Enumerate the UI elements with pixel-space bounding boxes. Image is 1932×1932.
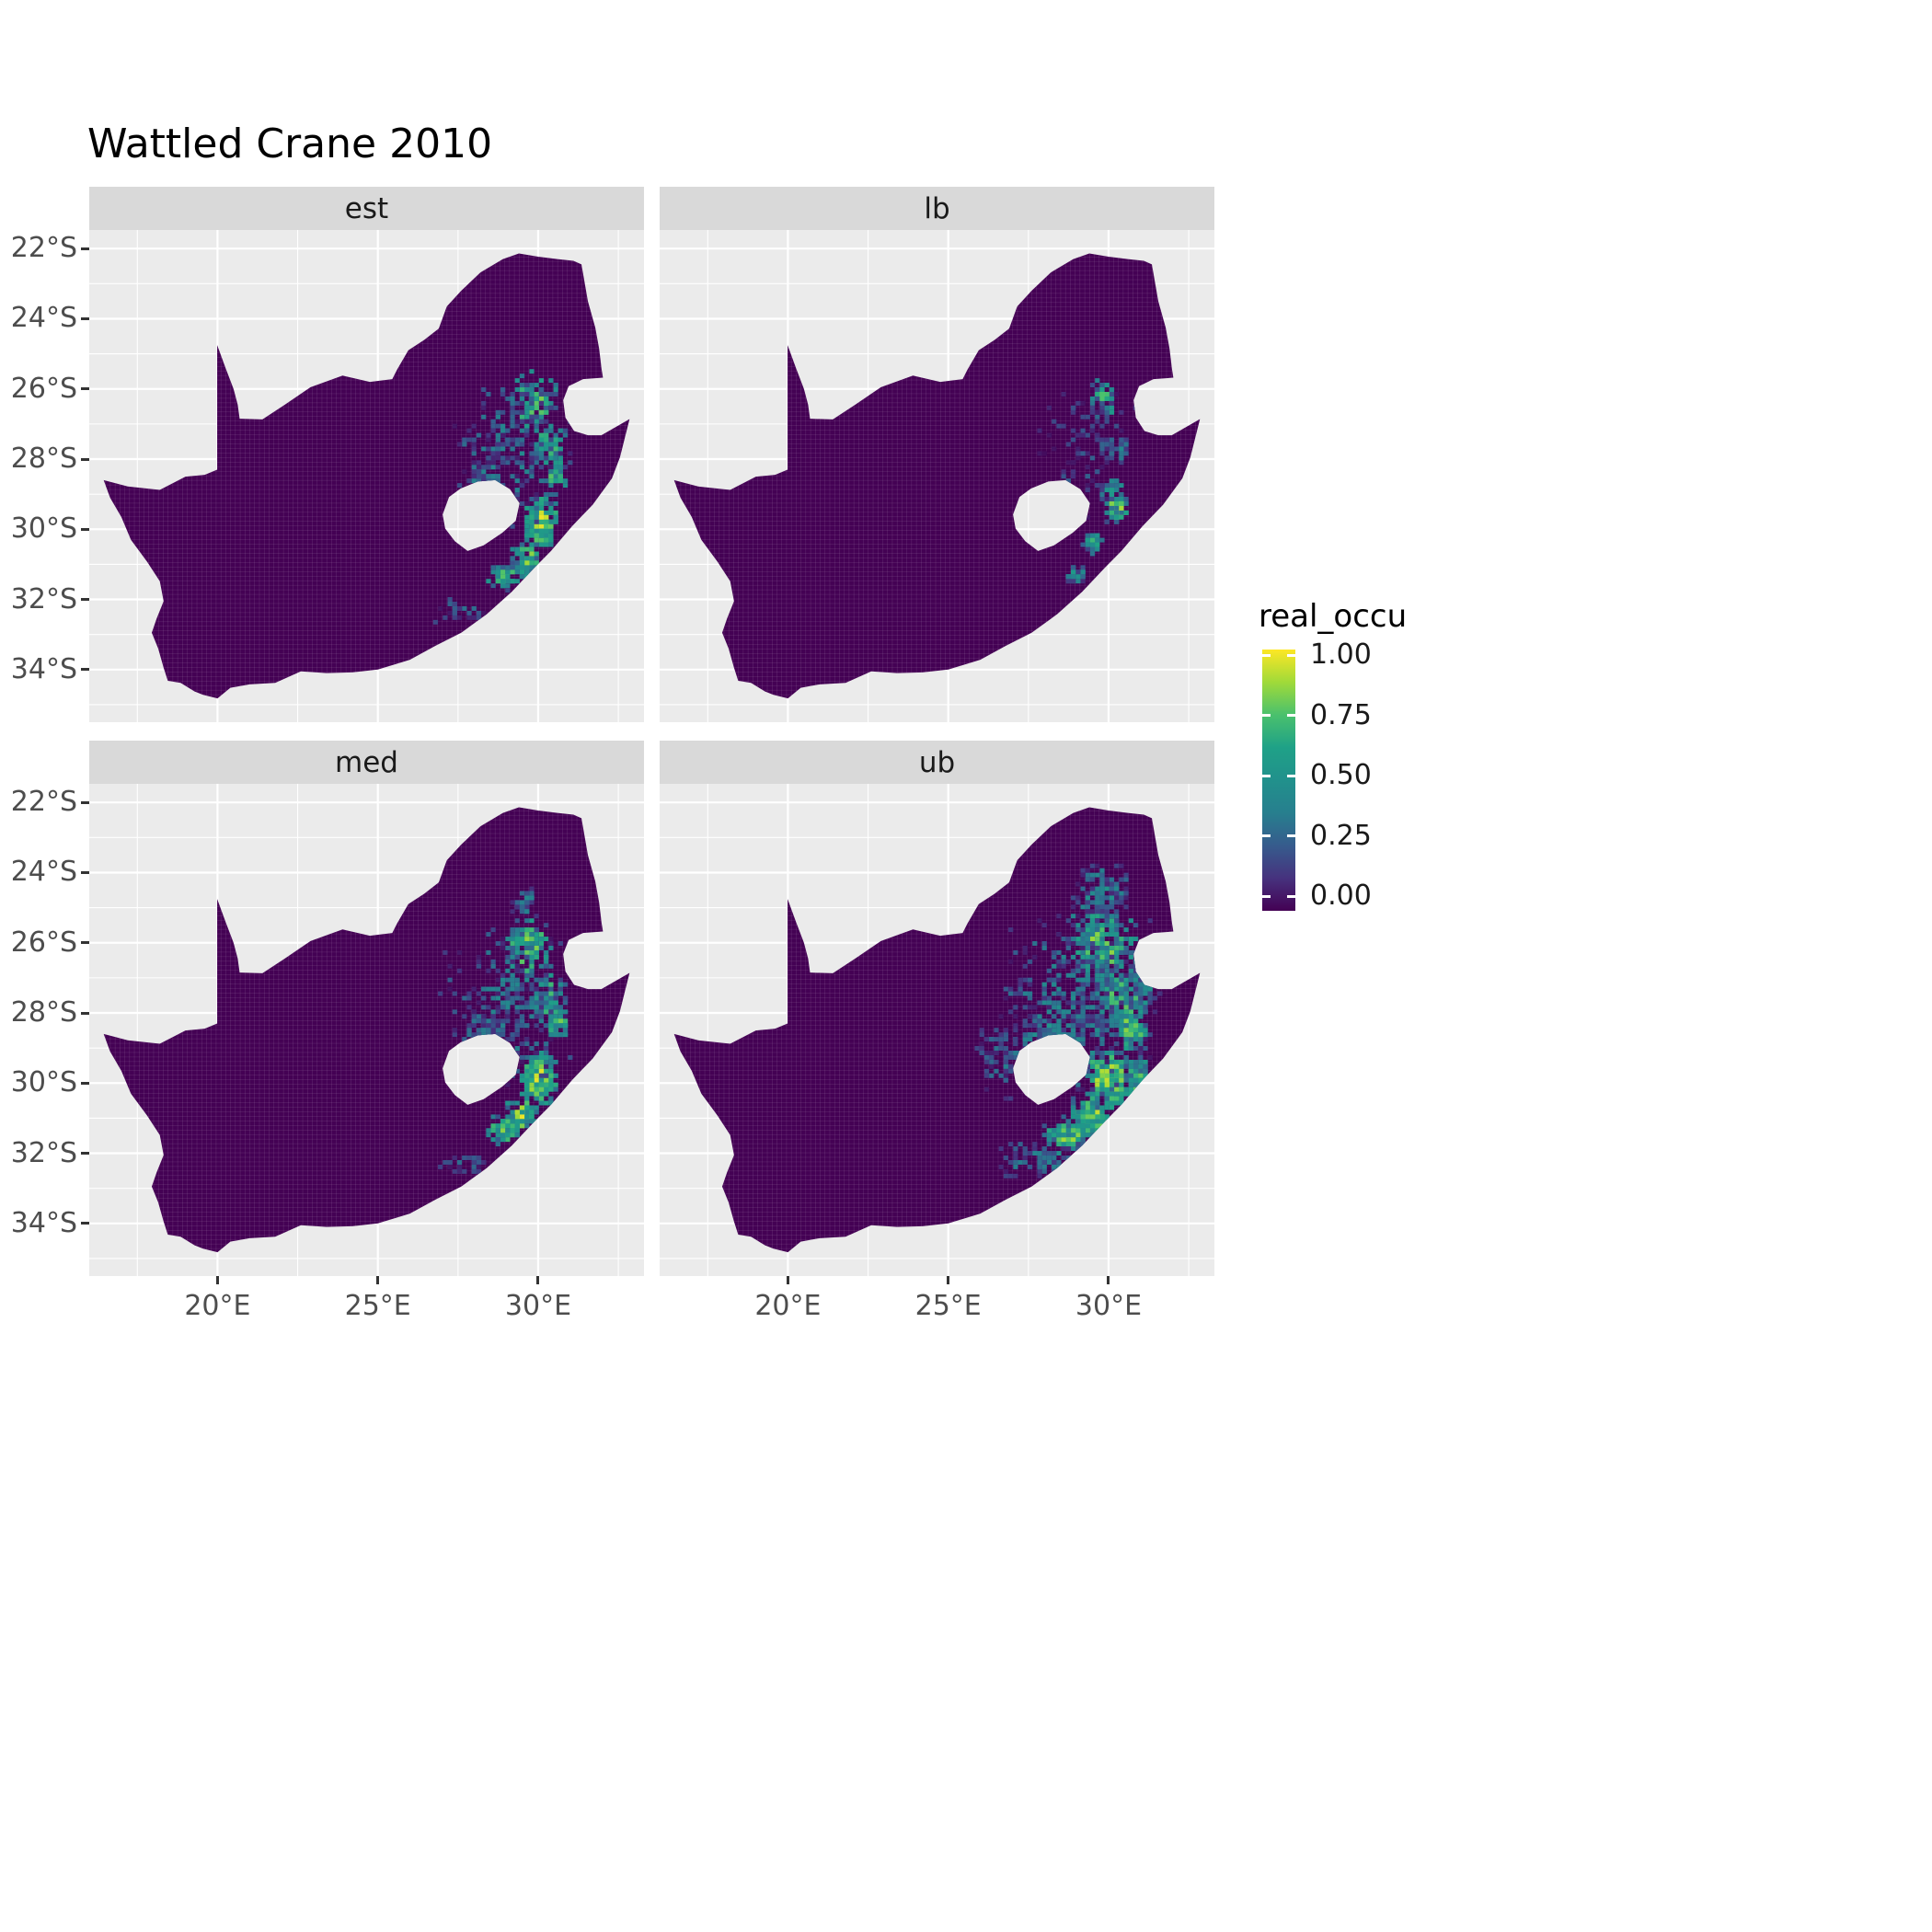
legend-colorbar	[1262, 650, 1295, 911]
y-axis-tick-label: 24°S	[10, 856, 77, 889]
y-axis-tick-label: 26°S	[10, 926, 77, 959]
legend-tick-label: 0.25	[1310, 819, 1372, 852]
x-axis-tick-label: 20°E	[754, 1290, 822, 1322]
y-axis-tick-label: 32°S	[10, 1136, 77, 1169]
y-axis-tick-label: 22°S	[10, 786, 77, 819]
occupancy-map-lb	[660, 230, 1214, 722]
legend-tick-mark	[1262, 894, 1271, 898]
y-axis-tick-label: 32°S	[10, 582, 77, 615]
y-axis-tick-mark	[81, 387, 89, 391]
y-axis-tick-label: 26°S	[10, 372, 77, 405]
occupancy-map-med	[89, 784, 644, 1276]
facet-strip-label: est	[344, 191, 389, 225]
x-axis-tick-mark	[536, 1276, 540, 1284]
chart-title: Wattled Crane 2010	[87, 121, 493, 167]
map-panel-ub	[660, 784, 1214, 1276]
map-panel-est	[89, 230, 644, 722]
legend-tick-label: 0.50	[1310, 759, 1372, 791]
x-axis-tick-label: 25°E	[344, 1290, 411, 1322]
y-axis-tick-mark	[81, 247, 89, 250]
legend-tick-mark	[1262, 714, 1271, 717]
map-panel-lb	[660, 230, 1214, 722]
legend-tick-mark	[1262, 653, 1271, 657]
legend-tick-mark	[1287, 653, 1295, 657]
legend-tick-label: 0.75	[1310, 698, 1372, 731]
occupancy-hotspots	[438, 886, 573, 1174]
y-axis-tick-label: 30°S	[10, 512, 77, 546]
y-axis-tick-mark	[81, 1222, 89, 1225]
x-axis-tick-mark	[215, 1276, 219, 1284]
facet-strip-est: est	[89, 187, 644, 230]
raster-texture	[673, 253, 1201, 699]
facet-strip-lb: lb	[660, 187, 1214, 230]
legend-tick-mark	[1262, 834, 1271, 837]
occupancy-map-est	[89, 230, 644, 722]
y-axis-tick-mark	[81, 457, 89, 461]
y-axis-tick-label: 30°S	[10, 1066, 77, 1099]
raster-texture	[103, 807, 630, 1253]
y-axis-tick-label: 34°S	[10, 652, 77, 685]
x-axis-tick-mark	[947, 1276, 950, 1284]
y-axis-tick-mark	[81, 1081, 89, 1085]
map-panel-med	[89, 784, 644, 1276]
legend-tick-mark	[1287, 714, 1295, 717]
facet-strip-label: lb	[924, 191, 950, 225]
x-axis-tick-label: 20°E	[184, 1290, 251, 1322]
y-axis-tick-mark	[81, 941, 89, 945]
y-axis-tick-label: 22°S	[10, 232, 77, 265]
legend-tick-mark	[1287, 774, 1295, 777]
y-axis-tick-mark	[81, 668, 89, 672]
legend-tick-label: 1.00	[1310, 638, 1372, 671]
facet-strip-ub: ub	[660, 741, 1214, 784]
legend-tick-mark	[1287, 834, 1295, 837]
legend-tick-label: 0.00	[1310, 880, 1372, 912]
y-axis-tick-label: 34°S	[10, 1206, 77, 1239]
occupancy-map-ub	[660, 784, 1214, 1276]
facet-strip-label: med	[335, 745, 398, 779]
x-axis-tick-mark	[376, 1276, 380, 1284]
legend-title: real_occu	[1259, 598, 1408, 635]
y-axis-tick-mark	[81, 1011, 89, 1015]
y-axis-tick-label: 28°S	[10, 443, 77, 475]
y-axis-tick-label: 24°S	[10, 302, 77, 335]
facet-strip-label: ub	[918, 745, 956, 779]
x-axis-tick-label: 30°E	[504, 1290, 572, 1322]
y-axis-tick-mark	[81, 800, 89, 804]
x-axis-tick-mark	[1107, 1276, 1110, 1284]
y-axis-tick-mark	[81, 527, 89, 531]
y-axis-tick-label: 28°S	[10, 996, 77, 1029]
y-axis-tick-mark	[81, 1152, 89, 1156]
y-axis-tick-mark	[81, 870, 89, 874]
facet-strip-med: med	[89, 741, 644, 784]
x-axis-tick-label: 25°E	[914, 1290, 982, 1322]
legend-tick-mark	[1287, 894, 1295, 898]
y-axis-tick-mark	[81, 316, 89, 320]
occupancy-hotspots	[1037, 378, 1139, 584]
legend-tick-mark	[1262, 774, 1271, 777]
y-axis-tick-mark	[81, 598, 89, 602]
x-axis-tick-label: 30°E	[1075, 1290, 1143, 1322]
x-axis-tick-mark	[786, 1276, 789, 1284]
